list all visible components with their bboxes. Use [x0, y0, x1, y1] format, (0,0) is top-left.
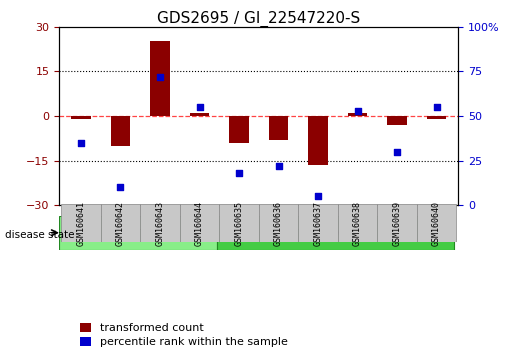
Text: GSM160635: GSM160635: [234, 200, 244, 246]
Bar: [308, 116, 328, 165]
Bar: [377, 204, 417, 242]
Bar: [71, 116, 91, 119]
Text: disease state: disease state: [5, 230, 75, 240]
Bar: [219, 204, 259, 242]
Bar: [298, 204, 338, 242]
Text: GSM160638: GSM160638: [353, 200, 362, 246]
Bar: [348, 113, 368, 116]
Text: GSM160642: GSM160642: [116, 200, 125, 246]
Bar: [259, 204, 298, 242]
Text: GSM160636: GSM160636: [274, 200, 283, 246]
Text: GSM160641: GSM160641: [76, 200, 85, 246]
Point: [274, 163, 283, 169]
Bar: [417, 204, 456, 242]
Bar: [190, 113, 210, 116]
Point: [195, 104, 203, 110]
Bar: [427, 116, 447, 119]
Point: [314, 194, 322, 199]
Bar: [180, 204, 219, 242]
Bar: [229, 116, 249, 143]
Point: [393, 149, 401, 154]
Legend: transformed count, percentile rank within the sample: transformed count, percentile rank withi…: [78, 321, 290, 349]
Point: [156, 74, 164, 79]
Bar: [111, 116, 130, 146]
Title: GDS2695 / GI_22547220-S: GDS2695 / GI_22547220-S: [157, 10, 360, 27]
Bar: [338, 204, 377, 242]
Bar: [101, 204, 140, 242]
Bar: [61, 204, 101, 242]
Text: normal: normal: [117, 226, 159, 239]
Point: [77, 140, 85, 145]
Text: GSM160640: GSM160640: [432, 200, 441, 246]
Bar: [217, 216, 454, 250]
Point: [433, 104, 441, 110]
Bar: [59, 216, 217, 250]
Bar: [150, 41, 170, 116]
Point: [116, 185, 125, 190]
Text: GSM160637: GSM160637: [314, 200, 322, 246]
Text: teratozoospermia: teratozoospermia: [284, 226, 388, 239]
Text: GSM160643: GSM160643: [156, 200, 164, 246]
Point: [353, 108, 362, 113]
Bar: [269, 116, 288, 140]
Bar: [140, 204, 180, 242]
Text: GSM160639: GSM160639: [392, 200, 402, 246]
Bar: [387, 116, 407, 125]
Point: [235, 170, 243, 176]
Text: GSM160644: GSM160644: [195, 200, 204, 246]
